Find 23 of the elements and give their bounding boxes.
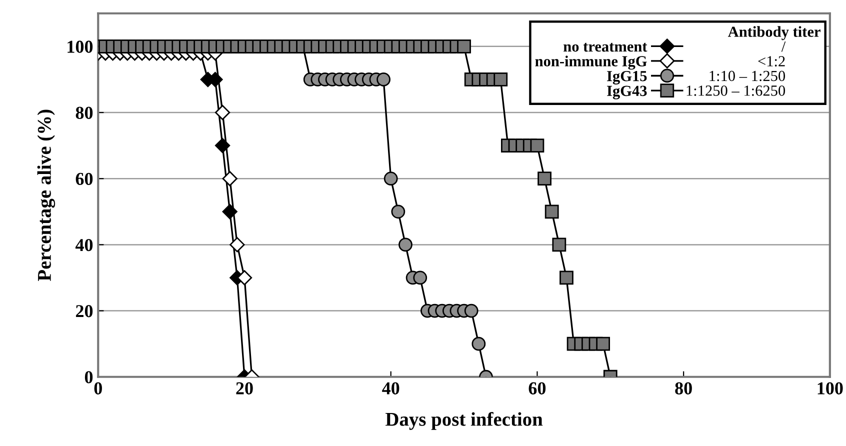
x-tick-label: 100 <box>818 382 843 394</box>
y-axis-title: Percentage alive (%) <box>37 110 56 282</box>
x-tick-label: 80 <box>675 382 692 394</box>
legend-label: no treatment <box>564 42 648 52</box>
legend-label: IgG43 <box>607 86 647 100</box>
annotation: 1:10 – 1:250 <box>710 70 786 82</box>
annotation: / <box>781 41 786 52</box>
y-tick-label: 40 <box>75 238 93 252</box>
y-tick-label: 0 <box>84 371 93 384</box>
y-tick-label: 80 <box>76 106 93 119</box>
x-tick-label: 40 <box>382 382 400 394</box>
legend-label: non-immune IgG <box>535 56 647 70</box>
x-axis-title: Days post infection <box>386 412 543 430</box>
annotation: <1:2 <box>758 56 785 66</box>
legend-title: Antibody titer <box>728 26 820 40</box>
annotation: 1:1250 – 1:6250 <box>686 86 786 96</box>
legend-label: IgG15 <box>607 70 647 84</box>
y-tick-label: 100 <box>68 40 93 53</box>
y-tick-label: 20 <box>76 305 93 318</box>
x-tick-label: 0 <box>94 382 102 394</box>
x-tick-label: 60 <box>528 382 546 394</box>
x-tick-label: 20 <box>236 382 253 394</box>
y-tick-label: 60 <box>76 172 93 186</box>
